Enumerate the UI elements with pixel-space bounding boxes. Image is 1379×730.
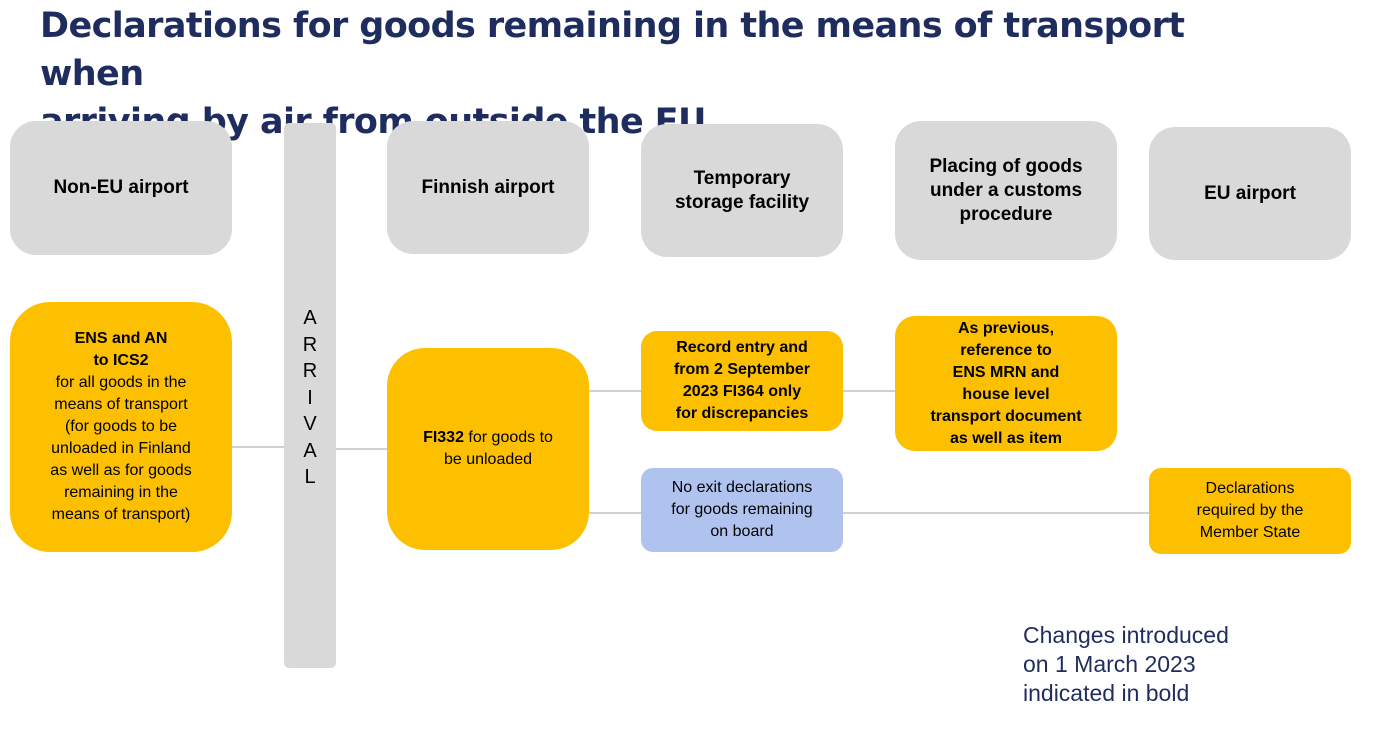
header-non-eu-airport: Non-EU airport [10,121,232,255]
fi332-box: FI332 for goods to be unloaded [387,348,589,550]
record-entry-box: Record entry and from 2 September 2023 F… [641,331,843,431]
arrival-label: A R R I V A L [302,307,318,488]
header-eu-airport: EU airport [1149,127,1351,260]
connector-ens-to-arrival [230,446,286,448]
changes-note: Changes introduced on 1 March 2023 indic… [1023,622,1229,706]
as-previous-box: As previous, reference to ENS MRN and ho… [895,316,1117,451]
ens-and-an-box: ENS and AN to ICS2 for all goods in the … [10,302,232,552]
page-title: Declarations for goods remaining in the … [40,2,1290,146]
no-exit-declarations-box: No exit declarations for goods remaining… [641,468,843,552]
title-line-1: Declarations for goods remaining in the … [40,6,1185,94]
header-placing-of-goods: Placing of goods under a customs procedu… [895,121,1117,260]
connector-record-entry-to-as-previous [840,390,898,392]
member-state-declarations-box: Declarations required by the Member Stat… [1149,468,1351,554]
connector-fi332-to-no-exit [586,512,644,514]
header-temporary-storage-facility: Temporary storage facility [641,124,843,257]
arrival-bar [284,123,336,668]
connector-arrival-to-fi332 [334,448,390,450]
connector-no-exit-to-member-state [840,512,1152,514]
header-finnish-airport: Finnish airport [387,121,589,254]
connector-fi332-to-record-entry [586,390,644,392]
